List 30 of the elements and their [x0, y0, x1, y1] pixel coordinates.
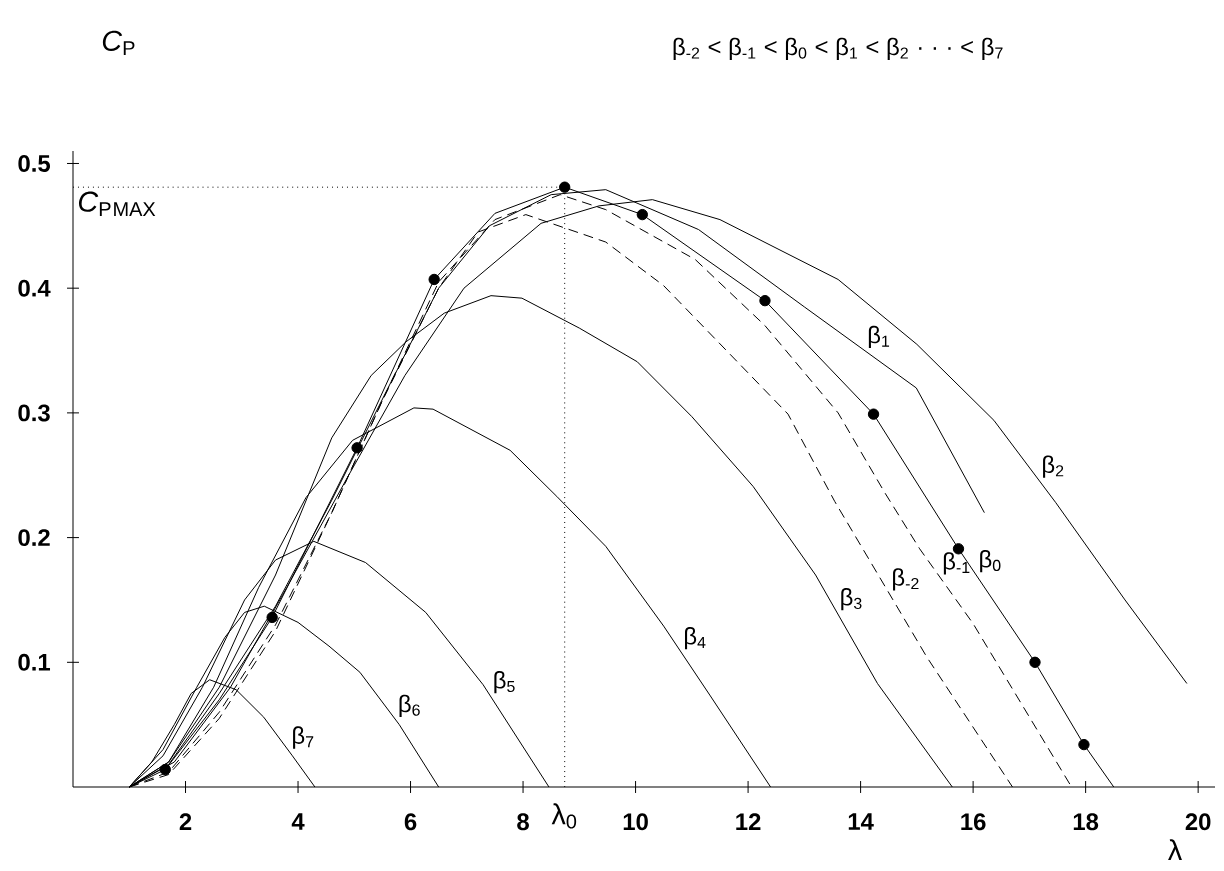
ref-line-label: C$_{PMAX}$	[78, 191, 156, 216]
series-label: β$_{5}$	[494, 671, 515, 694]
x-axis-title: λ	[1168, 839, 1182, 860]
y-tick-label: 0.2	[18, 529, 50, 547]
series-label: β$_{7}$	[293, 726, 314, 749]
y-tick-label: 0.4	[18, 279, 51, 297]
y-axis-title: C$_{P}$	[102, 30, 135, 55]
x-tick-label: 8	[517, 813, 529, 831]
series-label: β$_{-1}$	[943, 552, 970, 575]
series-label: β$_{6}$	[399, 694, 420, 717]
x-tick-label: 18	[1073, 813, 1099, 831]
y-tick-label: 0.5	[18, 155, 51, 172]
series-label: β$_{2}$	[1043, 455, 1064, 478]
series-label: β$_{0}$	[980, 550, 1001, 573]
series-label: β$_{1}$	[868, 325, 890, 349]
x-tick-label: 2	[179, 813, 192, 830]
x-tick-label: 16	[961, 813, 986, 831]
x-tick-label: 6	[404, 813, 417, 831]
x-tick-label: 14	[848, 813, 874, 830]
y-tick-label: 0.1	[18, 653, 51, 671]
y-tick-label: 0.3	[18, 404, 50, 422]
x-tick-label: 20	[1185, 813, 1211, 831]
ref-line-label: λ$_{0}$	[551, 803, 577, 829]
text: β$_{-2}$ < β$_{-1}$ < β$_{0}$ < β$_{1}$ < β$_{2}$ · · · < β$_{7}$	[673, 37, 1003, 60]
x-tick-label: 4	[291, 813, 305, 830]
series-label: β$_{3}$	[841, 588, 862, 611]
x-tick-label: 12	[736, 813, 761, 830]
x-tick-label: 10	[623, 813, 648, 831]
series-label: β$_{4}$	[685, 627, 706, 650]
series-label: β$_{-2}$	[893, 568, 919, 591]
